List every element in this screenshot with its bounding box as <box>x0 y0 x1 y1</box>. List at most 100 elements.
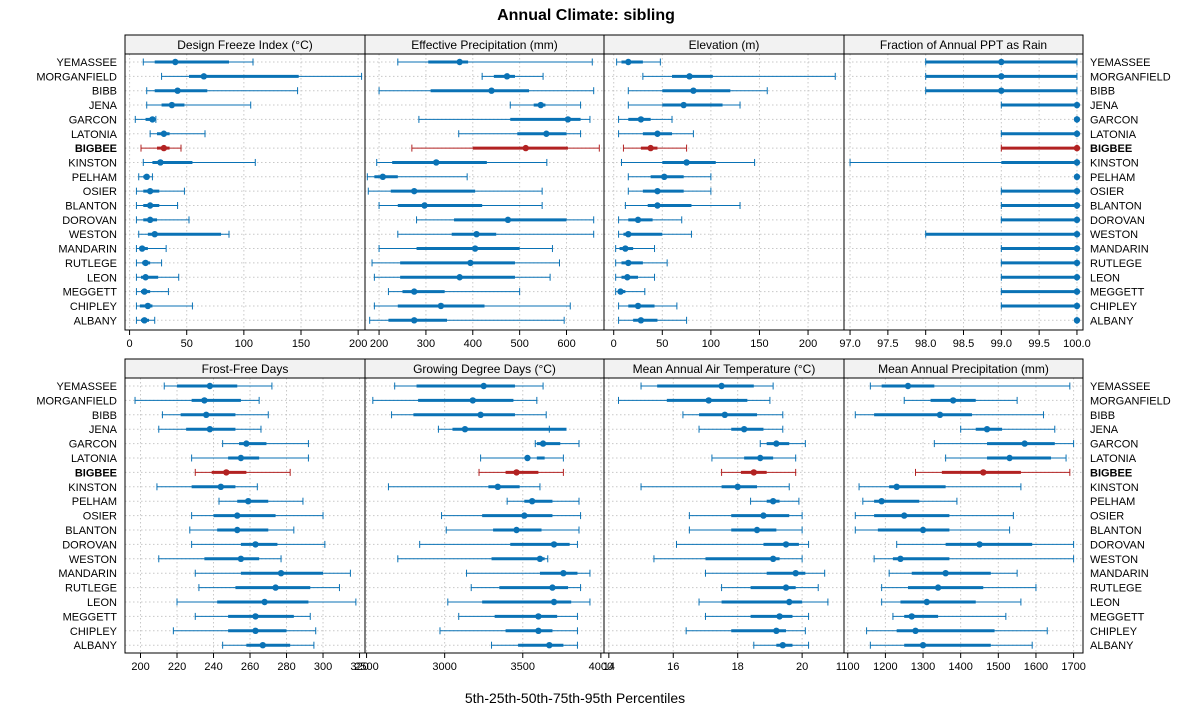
site-percentile-mark <box>627 173 712 181</box>
site-percentile-mark <box>369 316 565 324</box>
site-percentile-mark <box>915 468 1071 476</box>
median-point <box>142 259 149 267</box>
median-point <box>908 613 915 620</box>
median-point <box>637 317 645 324</box>
x-tick-label: 3000 <box>432 661 456 673</box>
site-label-right: BLANTON <box>1090 525 1142 537</box>
site-label-left: BIBB <box>92 410 117 422</box>
site-percentile-mark <box>378 87 595 95</box>
median-point <box>206 382 214 390</box>
x-tick-label: 200 <box>799 338 817 350</box>
panel-7: Mean Annual Air Temperature (°C) 14 16 18 20 <box>603 358 845 673</box>
median-point <box>477 411 484 418</box>
x-tick-label: 200 <box>370 338 388 350</box>
site-label-left: YEMASSEE <box>56 57 117 69</box>
panel-4: Fraction of Annual PPT as Rain 97.0 97.5 98… <box>839 34 1091 350</box>
site-percentile-mark <box>437 425 567 433</box>
site-percentile-mark <box>627 101 741 109</box>
site-percentile-mark <box>387 288 521 296</box>
site-label-left: PELHAM <box>72 496 117 508</box>
median-point <box>172 58 179 66</box>
median-point <box>912 627 919 634</box>
median-point <box>564 116 572 123</box>
median-point <box>942 570 949 577</box>
site-label-right: PELHAM <box>1090 496 1135 508</box>
median-point <box>757 454 764 462</box>
site-percentile-mark <box>191 540 326 548</box>
site-percentile-mark <box>509 101 582 109</box>
site-label-right: RUTLEGE <box>1090 583 1142 595</box>
site-label-right: MEGGETT <box>1090 287 1145 299</box>
site-percentile-mark <box>1000 101 1081 109</box>
site-percentile-mark <box>481 72 544 80</box>
median-point <box>223 469 230 476</box>
median-point <box>893 483 900 490</box>
site-label-right: BIGBEE <box>1090 143 1132 155</box>
median-point <box>146 187 154 195</box>
site-percentile-mark <box>391 411 547 419</box>
x-tick-label: 1400 <box>948 661 972 673</box>
median-point <box>471 245 479 252</box>
median-point <box>1021 440 1028 447</box>
site-label-left: BIBB <box>92 86 117 98</box>
site-label-left: KINSTON <box>68 482 117 494</box>
site-label-left: DOROVAN <box>62 215 117 227</box>
median-point <box>234 512 241 519</box>
site-percentile-mark <box>881 584 1037 592</box>
site-percentile-mark <box>615 288 646 296</box>
site-label-left: LEON <box>87 272 117 284</box>
median-point <box>654 187 661 195</box>
panel-strip-title: Growing Degree Days (°C) <box>413 362 556 376</box>
site-label-right: LEON <box>1090 272 1120 284</box>
site-percentile-mark <box>888 569 1018 577</box>
site-percentile-mark <box>149 130 206 138</box>
median-point <box>936 411 944 418</box>
median-point <box>1073 274 1081 281</box>
median-point <box>1073 231 1081 238</box>
site-percentile-mark <box>135 302 193 310</box>
site-percentile-mark <box>1073 173 1081 181</box>
site-percentile-mark <box>466 569 591 577</box>
median-point <box>473 231 480 238</box>
site-percentile-mark <box>627 87 768 95</box>
x-tick-label: 280 <box>277 661 295 673</box>
site-label-right: RUTLEGE <box>1090 258 1142 270</box>
site-percentile-mark <box>142 58 254 66</box>
site-percentile-mark <box>387 483 541 491</box>
site-label-left: KINSTON <box>68 157 117 169</box>
median-point <box>637 116 645 123</box>
site-percentile-mark <box>640 483 790 491</box>
x-tick-label: 100 <box>702 338 720 350</box>
site-label-right: ALBANY <box>1090 315 1134 327</box>
site-percentile-mark <box>617 396 771 404</box>
site-label-right: WESTON <box>1090 229 1138 241</box>
median-point <box>456 274 463 281</box>
site-percentile-mark <box>135 288 169 296</box>
x-tick-label: 16 <box>667 661 679 673</box>
median-point <box>980 469 987 476</box>
site-label-left: MORGANFIELD <box>36 71 117 83</box>
site-percentile-mark <box>653 555 803 563</box>
median-point <box>1073 259 1081 267</box>
site-label-right: LEON <box>1090 597 1120 609</box>
median-point <box>243 440 250 447</box>
site-percentile-mark <box>138 230 230 238</box>
median-point <box>1073 173 1081 180</box>
median-point <box>138 245 146 252</box>
median-point <box>160 130 168 137</box>
median-point <box>760 512 767 519</box>
median-point <box>773 440 780 447</box>
x-tick-label: 500 <box>510 338 528 350</box>
median-point <box>647 144 654 152</box>
site-label-right: CHIPLEY <box>1090 301 1138 313</box>
x-tick-label: 220 <box>168 661 186 673</box>
panel-strip-title: Elevation (m) <box>689 38 760 52</box>
median-point <box>776 613 783 620</box>
median-point <box>151 231 158 238</box>
median-point <box>379 173 387 180</box>
median-point <box>272 584 279 591</box>
site-label-left: LATONIA <box>71 129 118 141</box>
site-label-left: BLANTON <box>65 201 117 213</box>
site-percentile-mark <box>869 382 1071 390</box>
site-label-right: BIBB <box>1090 86 1115 98</box>
